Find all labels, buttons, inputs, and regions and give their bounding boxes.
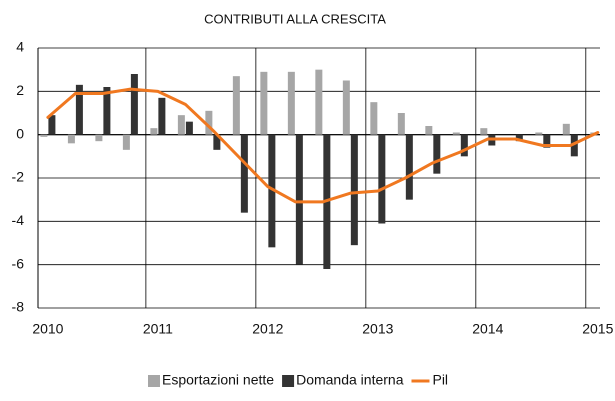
bar xyxy=(205,110,213,135)
x-tick-label: 2015 xyxy=(582,321,613,337)
bar xyxy=(75,84,83,135)
legend-swatch xyxy=(148,375,160,387)
legend-swatch xyxy=(282,375,295,387)
chart-title: CONTRIBUTI ALLA CRESCITA xyxy=(204,11,386,26)
x-tick-label: 2011 xyxy=(143,321,173,337)
bar xyxy=(342,80,350,135)
legend-label: Esportazioni nette xyxy=(162,372,274,388)
bar xyxy=(452,132,460,135)
bar xyxy=(287,71,295,135)
y-tick-label: -6 xyxy=(12,255,25,271)
bar xyxy=(67,134,75,144)
bar xyxy=(433,134,441,174)
bar xyxy=(185,121,193,135)
bar xyxy=(397,113,405,135)
bar xyxy=(240,134,248,213)
y-tick-label: 2 xyxy=(16,82,24,98)
y-tick-label: -2 xyxy=(12,169,25,185)
legend-label: Pil xyxy=(432,372,448,388)
y-tick-label: -8 xyxy=(12,299,25,315)
bar xyxy=(480,128,488,135)
bar xyxy=(295,134,303,265)
bar xyxy=(350,134,358,246)
bar xyxy=(378,134,386,224)
x-tick-label: 2013 xyxy=(362,321,393,337)
bar xyxy=(48,115,56,135)
legend-label: Domanda interna xyxy=(296,372,404,388)
y-tick-label: 0 xyxy=(16,125,24,141)
y-tick-label: 4 xyxy=(16,39,24,55)
bar xyxy=(460,134,468,157)
bar xyxy=(103,87,111,135)
bar xyxy=(535,132,543,135)
bar xyxy=(260,71,268,135)
bar xyxy=(370,102,378,135)
bar xyxy=(570,134,578,157)
bar xyxy=(158,97,166,135)
bar xyxy=(40,134,48,137)
bar xyxy=(95,134,103,142)
bar xyxy=(122,134,130,150)
bar xyxy=(405,134,413,200)
bar xyxy=(562,123,570,135)
bar xyxy=(150,128,158,135)
bar xyxy=(213,134,221,150)
bar xyxy=(315,69,323,135)
bar xyxy=(543,134,551,148)
x-tick-label: 2014 xyxy=(472,321,503,337)
bar xyxy=(232,76,240,135)
bar xyxy=(130,74,138,135)
bar xyxy=(268,134,276,248)
bar xyxy=(425,126,433,135)
bar xyxy=(177,115,185,135)
y-tick-label: -4 xyxy=(12,212,25,228)
bar xyxy=(515,134,523,142)
line xyxy=(46,87,600,204)
x-tick-label: 2012 xyxy=(252,321,283,337)
x-tick-label: 2010 xyxy=(32,321,63,337)
